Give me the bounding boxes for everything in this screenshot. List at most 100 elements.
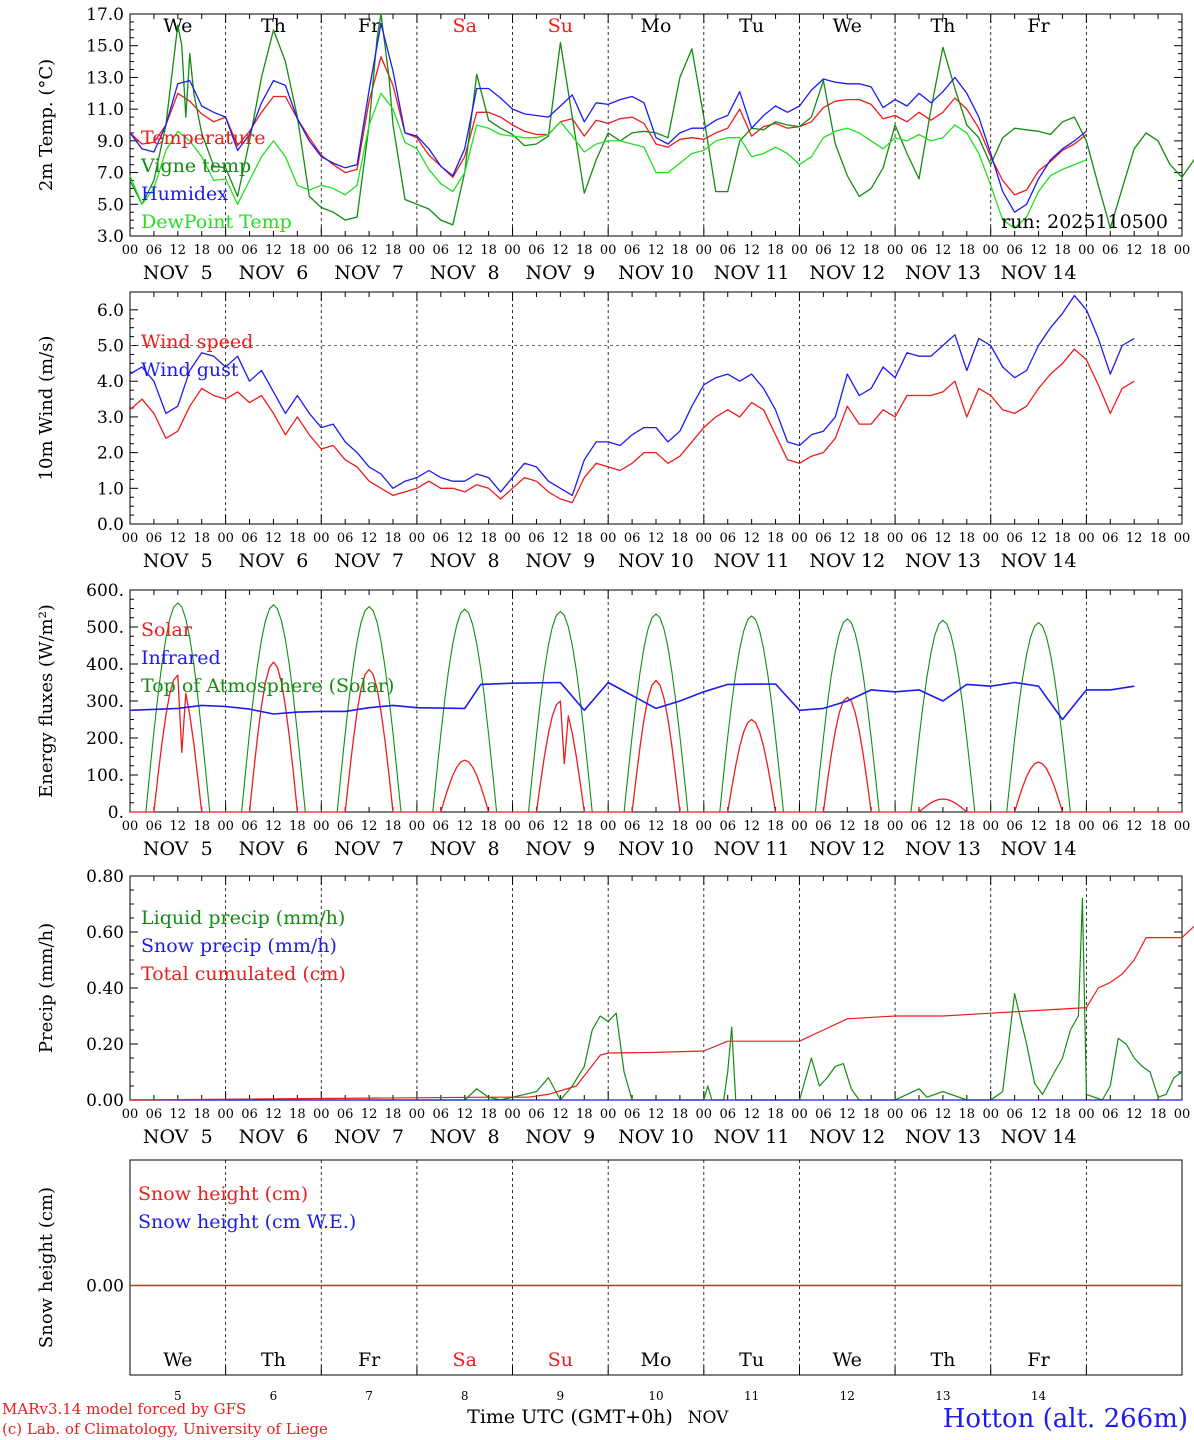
hour-tick-label: 12 <box>265 819 282 834</box>
date-label: NOV 9 <box>525 262 595 284</box>
hour-tick-label: 06 <box>337 1107 354 1122</box>
hour-tick-label: 12 <box>648 1107 665 1122</box>
hour-tick-label: 00 <box>313 1107 330 1122</box>
y-tick-label: 1.0 <box>97 479 124 499</box>
date-label: NOV 8 <box>430 550 500 572</box>
hour-tick-label: 18 <box>289 819 306 834</box>
y-tick-label: 200. <box>86 729 124 749</box>
legend-entry: Wind speed <box>141 331 253 353</box>
y-tick-label: 0.0 <box>97 515 124 535</box>
hour-tick-label: 06 <box>433 1107 450 1122</box>
hour-tick-label: 00 <box>982 1107 999 1122</box>
y-tick-label: 11.0 <box>86 100 124 120</box>
day-number: 6 <box>270 1389 278 1403</box>
hour-tick-label: 12 <box>1126 1107 1143 1122</box>
hour-tick-label: 12 <box>935 1107 952 1122</box>
hour-tick-label: 12 <box>361 531 378 546</box>
hour-tick-label: 12 <box>170 531 187 546</box>
y-tick-label: 100. <box>86 766 124 786</box>
hour-tick-label: 18 <box>672 531 689 546</box>
day-number: 13 <box>935 1389 950 1403</box>
hour-tick-label: 18 <box>1054 531 1071 546</box>
legend-entry: Top of Atmosphere (Solar) <box>141 675 394 697</box>
hour-tick-label: 06 <box>1006 819 1023 834</box>
date-label: NOV 9 <box>525 550 595 572</box>
panel-frame-flux <box>129 589 1183 813</box>
hour-tick-label: 18 <box>576 819 593 834</box>
hour-tick-label: 06 <box>719 1107 736 1122</box>
y-tick-label: 0.80 <box>86 867 124 887</box>
hour-tick-label: 18 <box>1150 819 1167 834</box>
date-label: NOV 10 <box>618 550 694 572</box>
series-line-red <box>129 56 1087 196</box>
hour-tick-label: 12 <box>1030 243 1047 258</box>
hour-tick-label: 06 <box>815 531 832 546</box>
hour-tick-label: 00 <box>313 243 330 258</box>
weekday-label: Th <box>930 1349 955 1371</box>
weekday-label: Su <box>548 1349 573 1371</box>
hour-tick-label: 00 <box>1174 243 1191 258</box>
hour-tick-label: 06 <box>241 243 258 258</box>
y-tick-label: 300. <box>86 692 124 712</box>
hour-tick-label: 18 <box>480 243 497 258</box>
hour-tick-label: 18 <box>289 1107 306 1122</box>
hour-tick-label: 00 <box>122 243 139 258</box>
hour-tick-label: 12 <box>265 531 282 546</box>
series-line-green <box>129 13 1194 229</box>
panel-frame-snow <box>129 1159 1183 1376</box>
y-tick-label: 0.60 <box>86 923 124 943</box>
hour-tick-label: 12 <box>552 243 569 258</box>
hour-tick-label: 12 <box>648 531 665 546</box>
date-label: NOV 12 <box>809 838 885 860</box>
hour-tick-label: 06 <box>815 1107 832 1122</box>
date-label: NOV 5 <box>143 1126 213 1148</box>
date-label: NOV 7 <box>334 838 404 860</box>
date-label: NOV 14 <box>1001 550 1077 572</box>
weekday-label: Tu <box>739 15 764 37</box>
hour-tick-label: 18 <box>672 243 689 258</box>
y-tick-label: 0.00 <box>86 1277 124 1297</box>
hour-tick-label: 18 <box>385 1107 402 1122</box>
legend-entry: Snow precip (mm/h) <box>141 935 337 957</box>
hour-tick-label: 00 <box>982 819 999 834</box>
hour-tick-label: 12 <box>743 243 760 258</box>
date-label: NOV 11 <box>714 550 790 572</box>
weekday-label: We <box>833 15 862 37</box>
hour-tick-label: 00 <box>1174 531 1191 546</box>
date-label: NOV 14 <box>1001 262 1077 284</box>
day-number: 7 <box>365 1389 373 1403</box>
hour-tick-label: 06 <box>146 819 163 834</box>
hour-tick-label: 06 <box>1102 1107 1119 1122</box>
date-label: NOV 6 <box>239 550 309 572</box>
hour-tick-label: 06 <box>337 819 354 834</box>
hour-tick-label: 06 <box>433 819 450 834</box>
date-label: NOV 7 <box>334 550 404 572</box>
legend-entry: Total cumulated (cm) <box>141 963 346 985</box>
hour-tick-label: 12 <box>552 819 569 834</box>
weekday-label: Sa <box>453 1349 477 1371</box>
date-label: NOV 10 <box>618 838 694 860</box>
y-tick-label: 5.0 <box>97 195 124 215</box>
hour-tick-label: 12 <box>552 531 569 546</box>
hour-tick-label: 06 <box>528 531 545 546</box>
hour-tick-label: 12 <box>456 819 473 834</box>
hour-tick-label: 00 <box>409 819 426 834</box>
hour-tick-label: 00 <box>122 1107 139 1122</box>
hour-tick-label: 12 <box>170 243 187 258</box>
hour-tick-label: 06 <box>528 1107 545 1122</box>
day-number: 9 <box>557 1389 565 1403</box>
hour-tick-label: 18 <box>959 243 976 258</box>
station-name: Hotton (alt. 266m) <box>943 1404 1188 1434</box>
date-label: NOV 8 <box>430 838 500 860</box>
series-line-blue <box>129 22 1087 213</box>
weekday-label: Th <box>261 1349 286 1371</box>
hour-tick-label: 06 <box>241 531 258 546</box>
y-axis-label: 10m Wind (m/s) <box>36 336 57 481</box>
run-annotation: run: 2025110500 <box>1001 211 1168 233</box>
date-label: NOV 6 <box>239 262 309 284</box>
hour-tick-label: 18 <box>576 531 593 546</box>
series-line-blue <box>129 294 1135 497</box>
hour-tick-label: 00 <box>1078 819 1095 834</box>
hour-tick-label: 18 <box>1150 531 1167 546</box>
hour-tick-label: 06 <box>146 531 163 546</box>
